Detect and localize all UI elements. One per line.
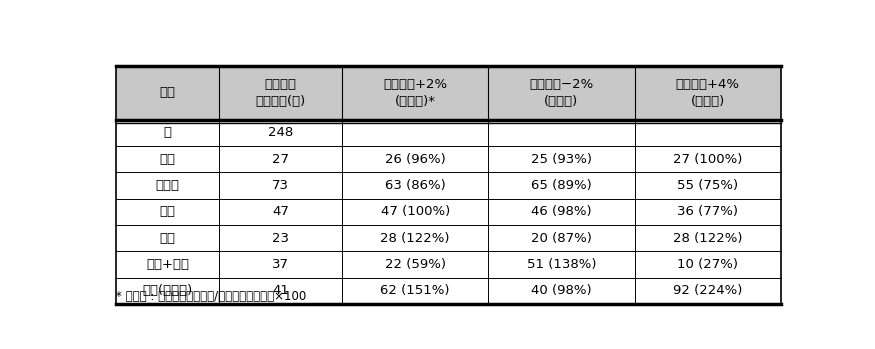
Text: 가정+상업: 가정+상업: [146, 258, 189, 271]
Text: 41: 41: [272, 284, 289, 297]
Text: 46 (98%): 46 (98%): [531, 206, 592, 218]
Text: 73: 73: [272, 179, 289, 192]
Bar: [116, 66, 780, 120]
Text: 10 (27%): 10 (27%): [677, 258, 738, 271]
Text: 23: 23: [272, 232, 289, 245]
Text: 55 (75%): 55 (75%): [677, 179, 738, 192]
Text: * 변화율 : 기준변동지자체수/기준적용지자체수×100: * 변화율 : 기준변동지자체수/기준적용지자체수×100: [116, 290, 306, 303]
Text: 22 (59%): 22 (59%): [385, 258, 445, 271]
Text: 47 (100%): 47 (100%): [381, 206, 450, 218]
Text: 63 (86%): 63 (86%): [385, 179, 445, 192]
Text: 28 (122%): 28 (122%): [673, 232, 742, 245]
Text: 92 (224%): 92 (224%): [673, 284, 742, 297]
Text: 47: 47: [272, 206, 289, 218]
Text: 25 (93%): 25 (93%): [531, 153, 592, 166]
Text: 기타(융복합): 기타(융복합): [143, 284, 192, 297]
Text: 28 (122%): 28 (122%): [381, 232, 450, 245]
Text: 37: 37: [272, 258, 289, 271]
Text: 36 (77%): 36 (77%): [677, 206, 738, 218]
Text: 51 (138%): 51 (138%): [527, 258, 596, 271]
Text: 기준변동+4%
(변화율): 기준변동+4% (변화율): [676, 78, 739, 108]
Text: 62 (151%): 62 (151%): [381, 284, 450, 297]
Text: 상업: 상업: [159, 232, 176, 245]
Text: 가정: 가정: [159, 153, 176, 166]
Text: 26 (96%): 26 (96%): [385, 153, 445, 166]
Text: 20 (87%): 20 (87%): [531, 232, 592, 245]
Text: 구분: 구분: [159, 87, 176, 99]
Text: 248: 248: [268, 126, 293, 140]
Text: 계: 계: [164, 126, 172, 140]
Text: 기준변동−2%
(변화율): 기준변동−2% (변화율): [529, 78, 593, 108]
Text: 27 (100%): 27 (100%): [673, 153, 742, 166]
Text: 농어업: 농어업: [156, 179, 179, 192]
Text: 기준적용
지자체수(개): 기준적용 지자체수(개): [255, 78, 305, 108]
Text: 27: 27: [272, 153, 289, 166]
Text: 65 (89%): 65 (89%): [531, 179, 592, 192]
Text: 기준변동+2%
(변화율)*: 기준변동+2% (변화율)*: [383, 78, 447, 108]
Text: 산업: 산업: [159, 206, 176, 218]
Text: 40 (98%): 40 (98%): [531, 284, 592, 297]
